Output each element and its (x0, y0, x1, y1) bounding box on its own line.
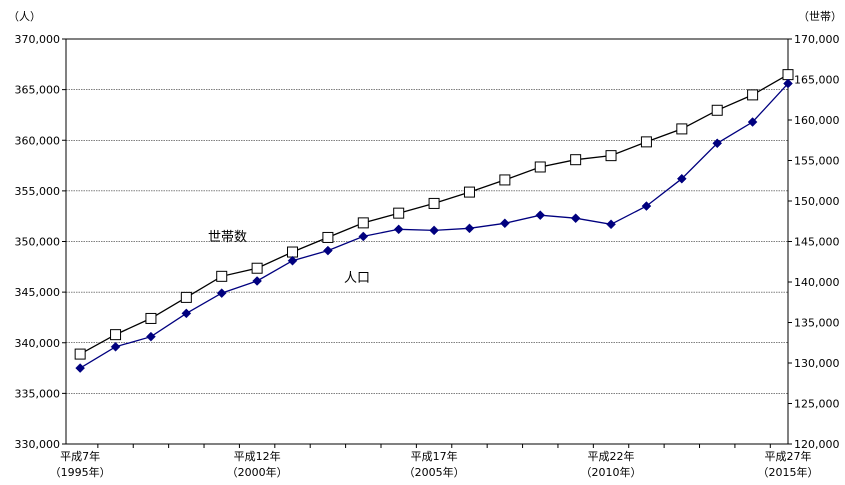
population-point (252, 276, 262, 286)
population-point (783, 78, 793, 89)
households-point (110, 329, 122, 341)
population-point (75, 363, 86, 373)
right-axis-tick-label: 150,000 (794, 195, 840, 208)
households-point (463, 186, 475, 198)
x-axis-tick-label-year: （2010年） (581, 465, 642, 479)
left-axis-tick-label: 370,000 (15, 33, 61, 46)
x-axis-tick-labels: 平成7年 （1995年） 平成12年 （2000年） 平成17年 （2005年） 平成22年… (50, 449, 819, 479)
grid-lines (66, 89, 788, 394)
right-axis-tick-label: 145,000 (794, 236, 840, 249)
population-point (500, 218, 510, 229)
left-axis-tick-label: 355,000 (15, 185, 61, 198)
population-point (535, 210, 546, 221)
population-point (323, 245, 333, 256)
left-axis-tick-label: 365,000 (15, 84, 61, 97)
households-point (180, 291, 192, 303)
households-point (676, 123, 688, 135)
x-axis-tick-label: 平成7年 (60, 449, 100, 463)
x-axis-tick-label: 平成17年 (411, 449, 458, 463)
households-point (782, 69, 794, 81)
axes (62, 38, 792, 448)
right-axis-tick-label: 130,000 (794, 357, 840, 370)
population-point (712, 138, 723, 149)
x-axis-tick-label-year: （2015年） (758, 465, 819, 479)
households-point (534, 161, 546, 173)
population-point (393, 224, 404, 235)
households-point (711, 104, 723, 116)
population-point (358, 231, 369, 242)
population-point (110, 341, 121, 352)
households-point (216, 270, 228, 282)
right-axis-tick-label: 155,000 (794, 155, 840, 168)
right-axis-tick-label: 120,000 (794, 438, 840, 451)
plot-frame (65, 38, 789, 445)
households-point (605, 150, 617, 162)
population-point (146, 331, 156, 342)
population-point (570, 213, 581, 224)
x-axis-tick-label: 平成22年 (588, 449, 635, 463)
left-axis-tick-label: 345,000 (15, 286, 61, 299)
population-point (464, 223, 475, 234)
households-point (570, 154, 582, 166)
population-point (641, 201, 652, 211)
population-point (676, 173, 687, 184)
series (74, 69, 794, 373)
population-point (429, 225, 439, 236)
left-axis-tick-labels: 330,000 335,000 340,000 345,000 350,000 355,0… (15, 33, 61, 451)
right-axis-tick-labels: 120,000 125,000 130,000 135,000 140,000 145,0… (794, 33, 840, 451)
right-axis-tick-label: 160,000 (794, 114, 840, 127)
population-point (181, 308, 192, 319)
x-axis-tick-label-year: （2005年） (404, 465, 465, 479)
households-point (287, 246, 299, 258)
households-point (640, 136, 652, 148)
series-label-population: 人口 (344, 271, 370, 286)
households-point (357, 217, 369, 229)
households-point (251, 262, 263, 274)
series-label-households: 世帯数 (208, 230, 247, 245)
households-point (74, 348, 86, 360)
population-point (287, 255, 298, 266)
right-axis-tick-label: 170,000 (794, 33, 840, 46)
left-axis-tick-label: 340,000 (15, 337, 61, 350)
x-axis-tick-label: 平成27年 (765, 449, 812, 463)
right-axis-tick-label: 140,000 (794, 276, 840, 289)
households-point (322, 231, 334, 243)
households-point (428, 197, 440, 209)
x-axis-tick-label-year: （1995年） (50, 465, 111, 479)
right-axis-tick-label: 165,000 (794, 74, 840, 87)
left-axis-tick-label: 335,000 (15, 387, 61, 400)
left-axis-unit: （人） (8, 10, 41, 23)
right-axis-unit: （世帯） (798, 10, 842, 23)
population-point (216, 288, 227, 298)
households-point (747, 89, 759, 101)
right-axis-tick-label: 135,000 (794, 317, 840, 330)
x-axis-tick-label: 平成12年 (234, 449, 281, 463)
left-axis-tick-label: 330,000 (15, 438, 61, 451)
households-point (145, 312, 157, 324)
population-point (747, 117, 758, 127)
households-point (499, 174, 511, 186)
right-axis-tick-label: 125,000 (794, 398, 840, 411)
x-axis-tick-label-year: （2000年） (227, 465, 288, 479)
left-axis-tick-label: 360,000 (15, 134, 61, 147)
population-point (606, 219, 616, 230)
left-axis-tick-label: 350,000 (15, 236, 61, 249)
households-point (393, 207, 405, 219)
